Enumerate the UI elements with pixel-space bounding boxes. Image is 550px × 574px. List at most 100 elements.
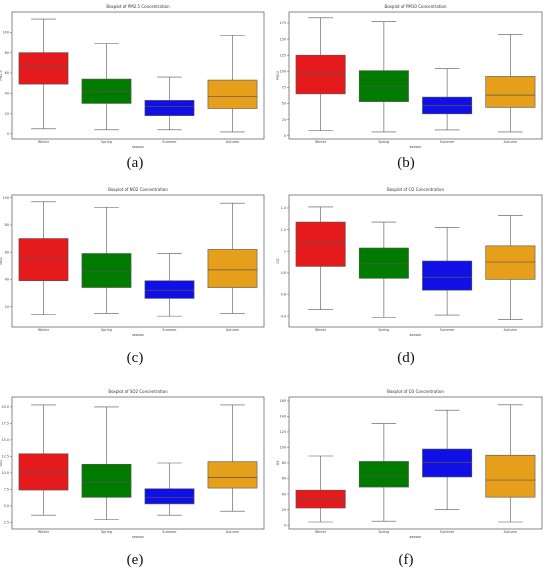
box-summer (422, 227, 473, 316)
x-tick-label: Autumn (226, 328, 239, 332)
box-summer (144, 76, 195, 131)
box-winter (295, 455, 346, 523)
iqr-box (144, 100, 195, 116)
iqr-box (358, 461, 409, 488)
iqr-box (144, 488, 195, 505)
y-tick-label: 100 (280, 446, 286, 450)
x-axis-label: season (132, 333, 144, 337)
x-tick-label: Winter (38, 328, 50, 332)
box-summer (144, 253, 195, 317)
y-tick-label: 0 (284, 523, 286, 527)
y-tick-label: 0.8 (281, 271, 286, 275)
y-tick-label: 80 (5, 51, 9, 55)
plot-frame (11, 194, 265, 328)
y-tick-label: 120 (280, 430, 286, 434)
box-winter (295, 17, 346, 131)
iqr-box (422, 260, 473, 291)
x-tick-label: Winter (315, 140, 327, 144)
y-axis-label: SO2 (0, 460, 3, 467)
x-tick-label: Summer (162, 140, 177, 144)
plot-frame (288, 194, 543, 328)
x-tick-label: Summer (440, 328, 455, 332)
iqr-box (81, 253, 132, 288)
y-tick-label: 125 (280, 53, 286, 57)
box-summer (144, 462, 195, 516)
caption-e: (e) (126, 552, 144, 568)
y-tick-label: 2.5 (4, 521, 9, 525)
box-spring (81, 206, 132, 314)
x-tick-label: Summer (162, 530, 177, 534)
caption-d: (d) (397, 350, 415, 366)
x-axis-label: season (410, 333, 422, 337)
x-tick-label: Autumn (504, 530, 517, 534)
chart-title: Boxplot of CO Concentration (387, 187, 444, 192)
x-tick-label: Autumn (226, 140, 239, 144)
y-tick-label: 100 (3, 196, 9, 200)
y-tick-label: 80 (5, 223, 9, 227)
iqr-box (295, 54, 346, 95)
box-autumn (207, 202, 258, 314)
x-tick-label: Summer (162, 328, 177, 332)
y-tick-label: 160 (280, 399, 286, 403)
iqr-box (422, 448, 473, 478)
y-tick-label: 1.4 (281, 206, 286, 210)
y-axis-label: CO (276, 258, 280, 263)
iqr-box (81, 464, 132, 498)
y-tick-label: 40 (5, 91, 9, 95)
plot-frame (288, 11, 543, 140)
x-tick-label: Autumn (226, 530, 239, 534)
x-tick-label: Summer (440, 140, 455, 144)
y-tick-label: 0.6 (281, 293, 286, 297)
box-autumn (485, 34, 536, 133)
y-tick-label: 20 (5, 112, 9, 116)
box-spring (81, 43, 132, 131)
box-autumn (485, 404, 536, 523)
x-tick-label: Autumn (504, 140, 517, 144)
x-tick-label: Spring (378, 328, 389, 332)
y-tick-label: 100 (280, 70, 286, 74)
box-winter (18, 404, 69, 516)
x-tick-label: Spring (101, 530, 112, 534)
box-autumn (207, 404, 258, 512)
x-tick-label: Spring (378, 140, 389, 144)
y-tick-label: 10.0 (1, 471, 9, 475)
y-tick-label: 75 (282, 86, 286, 90)
y-tick-label: 0.4 (281, 314, 286, 318)
y-tick-label: 175 (280, 21, 286, 25)
y-tick-label: 60 (5, 250, 9, 254)
y-tick-label: 0 (284, 134, 286, 138)
plot-frame (11, 396, 265, 530)
y-tick-label: 60 (282, 477, 286, 481)
y-axis-label: PM2.5 (0, 70, 3, 80)
iqr-box (207, 249, 258, 288)
box-winter (18, 18, 69, 130)
y-tick-label: 20 (282, 508, 286, 512)
panel-a: Boxplot of PM2.5 Concentration 0 20 40 60 80 1… (0, 4, 265, 149)
iqr-box (485, 245, 536, 280)
iqr-box (18, 52, 69, 85)
box-autumn (485, 215, 536, 320)
y-tick-label: 20 (5, 305, 9, 309)
x-tick-label: Winter (38, 140, 50, 144)
caption-c: (c) (126, 350, 144, 366)
y-axis-label: O3 (276, 461, 280, 466)
x-tick-label: Autumn (504, 328, 517, 332)
y-tick-label: 100 (3, 31, 9, 35)
box-autumn (207, 35, 258, 133)
caption-f: (f) (398, 552, 414, 568)
panel-e: Boxplot of SO2 Concentration 2.5 5.0 7.5 10.… (0, 389, 265, 539)
chart-title: Boxplot of NO2 Concentration (108, 187, 168, 192)
iqr-box (207, 79, 258, 109)
x-tick-label: Summer (440, 530, 455, 534)
x-tick-label: Spring (101, 140, 112, 144)
plot-frame (11, 11, 265, 140)
panel-f: Boxplot of O3 Concentration 0 20 40 60 80 100 1… (276, 389, 543, 539)
box-spring (358, 423, 409, 522)
y-tick-label: 40 (5, 278, 9, 282)
iqr-box (144, 280, 195, 299)
caption-a: (a) (126, 155, 144, 171)
box-winter (18, 201, 69, 316)
x-tick-label: Winter (315, 530, 327, 534)
box-winter (295, 206, 346, 310)
